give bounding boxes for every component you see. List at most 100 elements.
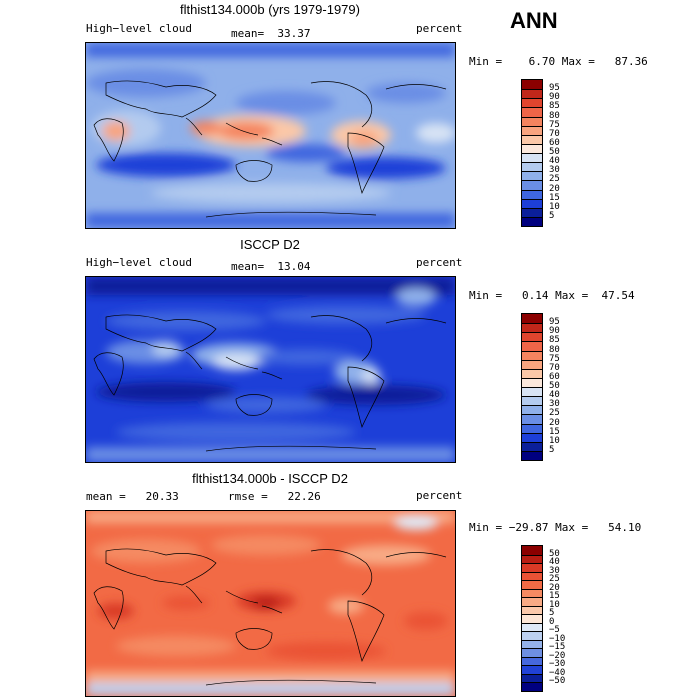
colorbar-swatch [522,597,542,606]
colorbar-tick-label: 85 [549,335,560,346]
panel1-colorbar [521,79,543,227]
colorbar-tick-label: 70 [549,128,560,139]
colorbar-swatch [522,162,542,172]
panel3-map-svg [86,511,455,696]
colorbar-swatch [522,207,542,217]
colorbar-tick-label: 85 [549,101,560,112]
colorbar-tick-label: 10 [549,599,560,610]
panel3-map [85,510,456,697]
colorbar-tick-label: 50 [549,381,560,391]
panel2-mean-label: mean= 13.04 [231,260,311,273]
colorbar-swatch [522,387,542,397]
panel3-mean-label: mean = 20.33 [86,490,179,503]
colorbar-swatch [522,588,542,598]
colorbar-tick-label: 20 [549,183,560,194]
colorbar-swatch [522,673,542,683]
colorbar-swatch [522,605,542,615]
colorbar-tick-label: −5 [549,625,560,636]
colorbar-tick-label: 90 [549,326,560,337]
colorbar-tick-label: 75 [549,353,560,364]
colorbar-tick-label: 50 [549,548,560,559]
colorbar-swatch [522,639,542,649]
colorbar-tick-label: 95 [549,317,560,328]
panel1-field [86,43,455,228]
colorbar-tick-label: −30 [549,659,566,670]
colorbar-swatch [522,546,542,555]
colorbar-tick-label: 25 [549,574,560,585]
colorbar-swatch [522,432,542,442]
panel2-minmax-label: Min = 0.14 Max = 47.54 [469,289,635,302]
colorbar-swatch [522,631,542,640]
colorbar-tick-label: 25 [549,174,560,185]
colorbar-tick-label: −15 [549,642,566,653]
panel2-coastlines [93,314,447,452]
colorbar-tick-label: 5 [549,444,555,455]
colorbar-tick-label: 50 [549,147,560,157]
panel3-rmse-label: rmse = 22.26 [228,490,321,503]
colorbar-swatch [522,323,542,333]
panel3-minmax-label: Min = −29.87 Max = 54.10 [469,521,642,534]
colorbar-swatch [522,414,542,424]
colorbar-tick-label: 80 [549,110,560,121]
panel1-unit-label: percent [416,22,463,35]
colorbar-swatch [522,656,542,666]
panel1-map [85,42,456,229]
panel2-colorbar [521,313,543,461]
colorbar-swatch [522,359,542,369]
colorbar-tick-label: 75 [549,119,560,130]
colorbar-tick-label: 30 [549,399,560,410]
colorbar-tick-label: 25 [549,408,560,419]
panel1-colorbar-labels: 95 90 85 80 75 70 60 50 40 30 25 20 15 10 5 [549,79,589,227]
colorbar-tick-label: 80 [549,344,560,355]
colorbar-tick-label: 60 [549,371,560,382]
colorbar-tick-label: 20 [549,582,560,593]
colorbar-tick-label: 10 [549,201,560,212]
colorbar-swatch [522,554,542,564]
colorbar-tick-label: 0 [549,616,555,627]
colorbar-swatch [522,143,542,153]
season-label: ANN [510,8,558,33]
colorbar-tick-label: 40 [549,156,560,167]
colorbar-swatch [522,563,542,572]
colorbar-tick-label: 5 [549,210,555,221]
colorbar-tick-label: 40 [549,557,560,568]
colorbar-tick-label: 15 [549,192,560,203]
colorbar-tick-label: 70 [549,362,560,373]
colorbar-swatch [522,368,542,378]
colorbar-tick-label: 5 [549,608,555,619]
colorbar-tick-label: 15 [549,591,560,602]
colorbar-tick-label: 90 [549,92,560,103]
colorbar-tick-label: 15 [549,426,560,437]
colorbar-tick-label: −50 [549,676,566,687]
colorbar-swatch [522,665,542,674]
panel2-colorbar-labels: 95 90 85 80 75 70 60 50 40 30 25 20 15 10 5 [549,313,589,461]
colorbar-swatch [522,80,542,90]
colorbar-tick-label: 60 [549,137,560,148]
colorbar-tick-label: −20 [549,650,566,661]
colorbar-tick-label: 40 [549,390,560,401]
panel3-colorbar-labels: 50 40 30 25 20 15 10 5 0 −5 −10 −15 −20 −30 −40 −50 [549,545,589,692]
colorbar-tick-label: 95 [549,83,560,94]
panel3-field [86,511,455,696]
panel3-colorbar [521,545,543,692]
panel1-mean-label: mean= 33.37 [231,27,311,40]
colorbar-swatch [522,171,542,181]
colorbar-swatch [522,134,542,144]
panel3-title: flthist134.000b - ISCCP D2 [192,471,348,486]
panel1-title: flthist134.000b (yrs 1979-1979) [180,2,360,17]
colorbar-swatch [522,89,542,99]
colorbar-swatch [522,180,542,190]
colorbar-swatch [522,153,542,163]
colorbar-swatch [522,396,542,406]
colorbar-swatch [522,216,542,226]
colorbar-swatch [522,377,542,387]
colorbar-swatch [522,332,542,342]
panel3-unit-label: percent [416,489,463,502]
colorbar-swatch [522,189,542,199]
colorbar-swatch [522,580,542,589]
colorbar-tick-label: −10 [549,633,566,644]
colorbar-tick-label: −40 [549,667,566,678]
colorbar-swatch [522,314,542,324]
colorbar-tick-label: 30 [549,165,560,176]
colorbar-swatch [522,622,542,632]
